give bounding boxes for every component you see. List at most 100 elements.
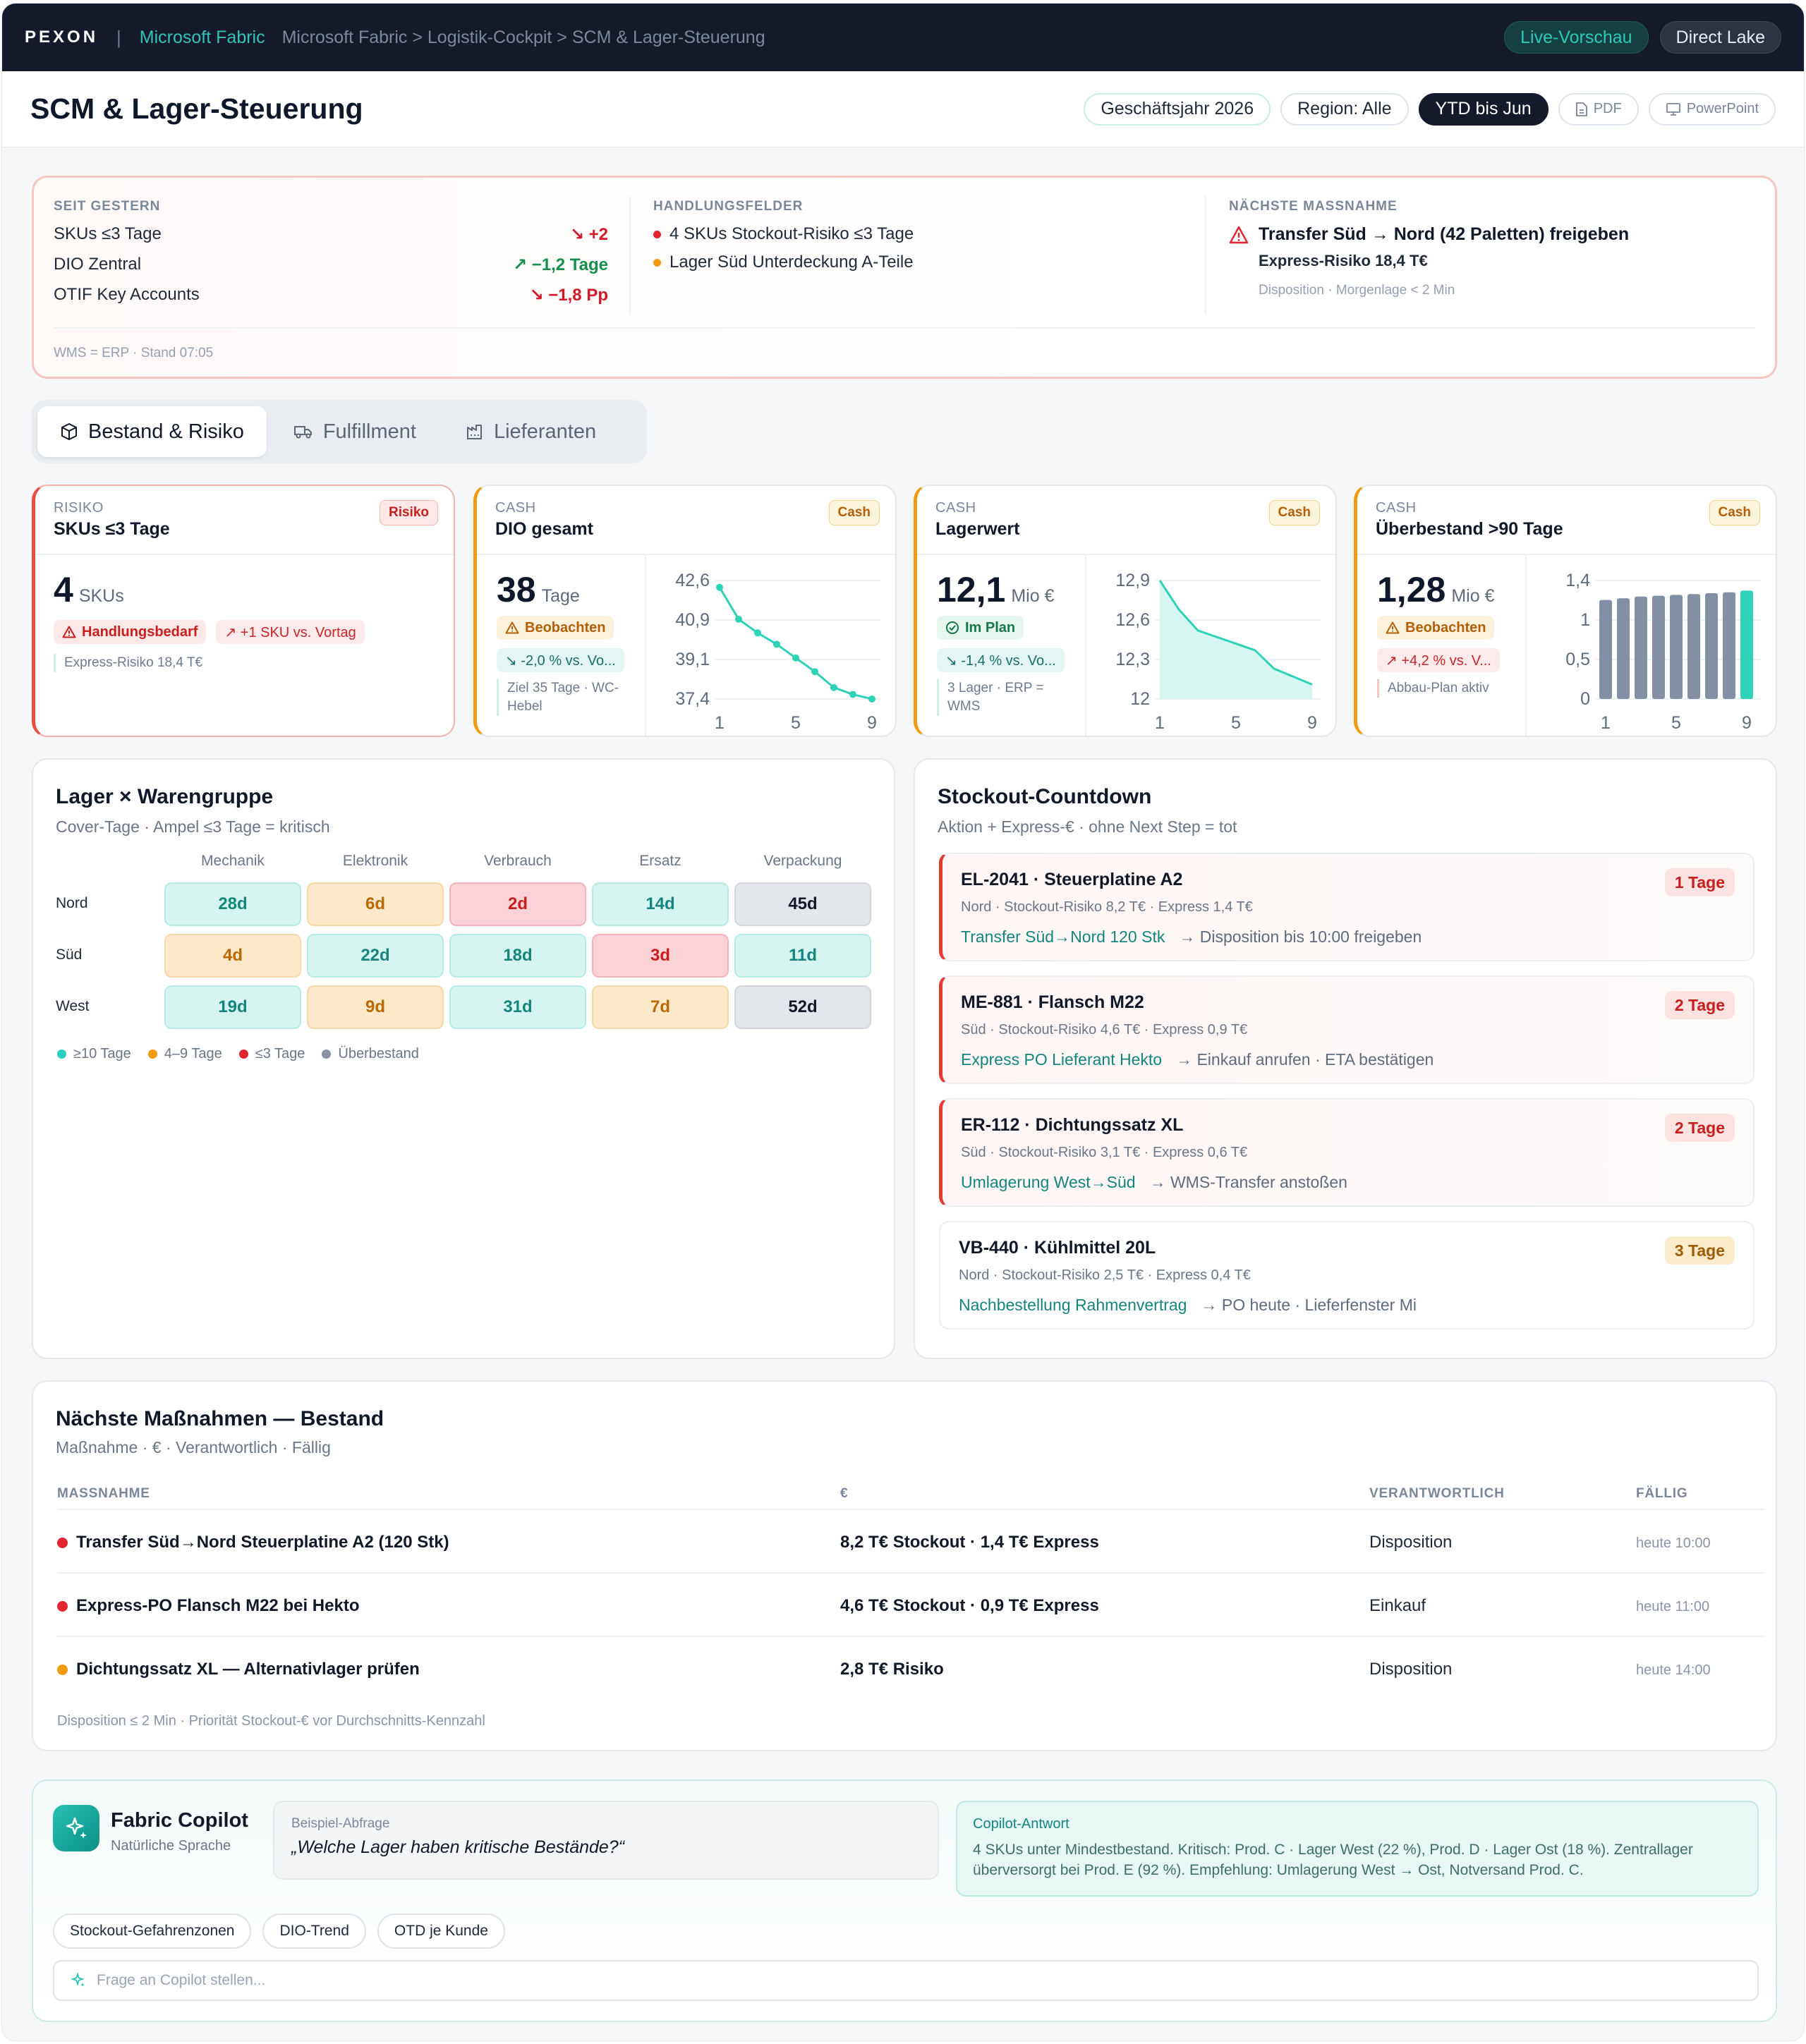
amount-cell: 4,6 T€ Stockout · 0,9 T€ Express xyxy=(840,1596,1099,1615)
suggestion-chip[interactable]: Stockout-Gefahrenzonen xyxy=(53,1914,252,1949)
dio-line-chart: 42,6 40,9 39,1 37,41 5 9 xyxy=(675,571,880,733)
legend-item: ≥10 Tage xyxy=(57,1046,131,1062)
heatmap-cell[interactable]: 6d xyxy=(307,882,444,926)
tab-label: Bestand & Risiko xyxy=(88,420,244,443)
kpi-unit: Mio € xyxy=(1451,586,1495,606)
heatmap-cell[interactable]: 18d xyxy=(449,934,586,978)
stockout-item[interactable]: VB-440 · Kühlmittel 20L Nord · Stockout-… xyxy=(939,1221,1755,1330)
stockout-item[interactable]: ER-112 · Dichtungssatz XL Süd · Stockout… xyxy=(939,1098,1755,1207)
x-tick-label: 9 xyxy=(867,713,877,733)
heatmap-cell[interactable]: 7d xyxy=(592,985,729,1029)
next-caption: NÄCHSTE MASSNAHME xyxy=(1229,199,1398,214)
heatmap-cell[interactable]: 22d xyxy=(307,934,444,978)
query-caption: Beispiel-Abfrage xyxy=(291,1816,390,1831)
heatmap-cell[interactable]: 19d xyxy=(164,985,301,1029)
period-filter[interactable]: YTD bis Jun xyxy=(1418,92,1549,126)
panel-title: Nächste Maßnahmen — Bestand xyxy=(56,1407,384,1430)
suggestion-chip[interactable]: DIO-Trend xyxy=(262,1914,366,1949)
heatmap-cell[interactable]: 45d xyxy=(734,882,871,926)
status-tag-label: Im Plan xyxy=(965,619,1016,635)
heatmap-cell[interactable]: 11d xyxy=(734,934,871,978)
kpi-unit: Tage xyxy=(541,586,580,606)
kpi-value: 38 xyxy=(497,570,536,609)
heatmap-cell[interactable]: 14d xyxy=(592,882,729,926)
fiscal-year-filter[interactable]: Geschäftsjahr 2026 xyxy=(1084,92,1271,126)
owner-cell: Disposition xyxy=(1369,1533,1453,1552)
legend-label: ≤3 Tage xyxy=(255,1046,305,1061)
series-line xyxy=(1158,580,1313,686)
risk-badge: Risiko xyxy=(379,500,438,525)
table-row[interactable]: Transfer Süd→Nord Steuerplatine A2 (120 … xyxy=(57,1509,1764,1572)
region-filter[interactable]: Region: Alle xyxy=(1280,92,1409,126)
kpi-card-dio[interactable]: CASH DIO gesamt Cash 38 Tage Beobachten ↘… xyxy=(473,485,897,737)
stockout-action[interactable]: Umlagerung West→Süd xyxy=(961,1173,1136,1191)
tab-bestand-risiko[interactable]: Bestand & Risiko xyxy=(37,406,267,457)
kpi-header: RISIKO SKUs ≤3 Tage xyxy=(35,486,454,555)
factory-icon xyxy=(466,425,482,439)
heatmap-cell[interactable]: 2d xyxy=(449,882,586,926)
tab-bar: Bestand & Risiko Fulfillment Lieferanten xyxy=(32,400,647,463)
action-cell: Dichtungssatz XL — Alternativlager prüfe… xyxy=(57,1660,420,1679)
heatmap-row-header: West xyxy=(56,998,90,1014)
app-name[interactable]: Microsoft Fabric xyxy=(139,27,265,47)
owner-cell: Einkauf xyxy=(1369,1596,1426,1615)
x-tick-label: 9 xyxy=(1307,713,1317,733)
powerpoint-export-button[interactable]: PowerPoint xyxy=(1648,92,1776,126)
kpi-note: Express-Risiko 18,4 T€ xyxy=(54,654,365,672)
stockout-item[interactable]: EL-2041 · Steuerplatine A2 Nord · Stocko… xyxy=(939,853,1755,961)
copilot-input-box[interactable] xyxy=(53,1960,1759,2001)
y-tick-label: 37,4 xyxy=(675,689,710,709)
heatmap-cell[interactable]: 31d xyxy=(449,985,586,1029)
heatmap-column-header: Ersatz xyxy=(639,853,681,869)
field-item[interactable]: Lager Süd Unterdeckung A-Teile xyxy=(653,253,914,272)
kpi-unit: SKUs xyxy=(78,586,124,606)
legend-label: ≥10 Tage xyxy=(73,1046,131,1061)
stockout-action[interactable]: Transfer Süd→Nord 120 Stk xyxy=(961,927,1165,946)
sparkle-icon xyxy=(71,1972,85,1987)
presentation-icon xyxy=(1666,102,1680,116)
direct-lake-button[interactable]: Direct Lake xyxy=(1659,21,1781,54)
heatmap-panel: Lager × Warengruppe Cover-Tage · Ampel ≤… xyxy=(32,758,895,1359)
tab-fulfillment[interactable]: Fulfillment xyxy=(271,406,439,457)
next-action-risk: Express-Risiko 18,4 T€ xyxy=(1259,252,1428,269)
warning-icon xyxy=(505,621,519,634)
kpi-card-skus[interactable]: RISIKO SKUs ≤3 Tage Risiko 4 SKUs Handlun… xyxy=(32,485,455,737)
heatmap-cell[interactable]: 9d xyxy=(307,985,444,1029)
table-row[interactable]: Express-PO Flansch M22 bei Hekto 4,6 T€ … xyxy=(57,1572,1764,1636)
pdf-export-button[interactable]: PDF xyxy=(1558,92,1639,126)
copilot-input[interactable] xyxy=(97,1972,1508,1989)
example-query[interactable]: Beispiel-Abfrage „Welche Lager haben kri… xyxy=(273,1801,939,1880)
live-preview-button[interactable]: Live-Vorschau xyxy=(1504,21,1649,54)
kpi-note: 3 Lager · ERP = WMS xyxy=(937,679,1071,716)
suggestion-chip[interactable]: OTD je Kunde xyxy=(377,1914,505,1949)
x-tick-label: 5 xyxy=(1231,713,1241,733)
kpi-card-lagerwert[interactable]: CASH Lagerwert Cash 12,1 Mio € Im Plan ↘ … xyxy=(914,485,1337,737)
status-tag: Handlungsbedarf xyxy=(54,620,207,644)
heatmap-cell[interactable]: 4d xyxy=(164,934,301,978)
legend-item: Überbestand xyxy=(322,1046,419,1062)
kpi-category: CASH xyxy=(1376,500,1417,516)
heatmap-cell[interactable]: 28d xyxy=(164,882,301,926)
status-tag: Im Plan xyxy=(937,616,1024,640)
column-header: FÄLLIG xyxy=(1636,1486,1688,1501)
due-cell: heute 11:00 xyxy=(1636,1599,1710,1614)
priority-dot xyxy=(57,1665,68,1676)
heatmap-cell[interactable]: 52d xyxy=(734,985,871,1029)
stockout-action[interactable]: Express PO Lieferant Hekto xyxy=(961,1050,1163,1069)
field-item[interactable]: 4 SKUs Stockout-Risiko ≤3 Tage xyxy=(653,224,914,244)
action-text: Transfer Süd→Nord Steuerplatine A2 (120 … xyxy=(76,1533,449,1552)
stockout-item[interactable]: ME-881 · Flansch M22 Süd · Stockout-Risi… xyxy=(939,975,1755,1084)
breadcrumb[interactable]: Microsoft Fabric > Logistik-Cockpit > SC… xyxy=(281,27,765,47)
table-row[interactable]: Dichtungssatz XL — Alternativlager prüfe… xyxy=(57,1636,1764,1699)
stockout-action[interactable]: Nachbestellung Rahmenvertrag xyxy=(959,1296,1187,1314)
panel-subtitle: Aktion + Express-€ · ohne Next Step = to… xyxy=(938,817,1237,836)
kpi-card-ueberbestand[interactable]: CASH Überbestand >90 Tage Cash 1,28 Mio €… xyxy=(1354,485,1777,737)
action-text: Dichtungssatz XL — Alternativlager prüfe… xyxy=(76,1660,420,1679)
stockout-title: ME-881 · Flansch M22 xyxy=(961,992,1144,1012)
next-action[interactable]: Transfer Süd → Nord (42 Paletten) freige… xyxy=(1229,224,1629,245)
heatmap-cell[interactable]: 3d xyxy=(592,934,729,978)
y-tick-label: 1,4 xyxy=(1565,571,1590,590)
fields-caption: HANDLUNGSFELDER xyxy=(653,199,804,214)
column-header: VERANTWORTLICH xyxy=(1369,1486,1505,1501)
tab-lieferanten[interactable]: Lieferanten xyxy=(443,406,619,457)
